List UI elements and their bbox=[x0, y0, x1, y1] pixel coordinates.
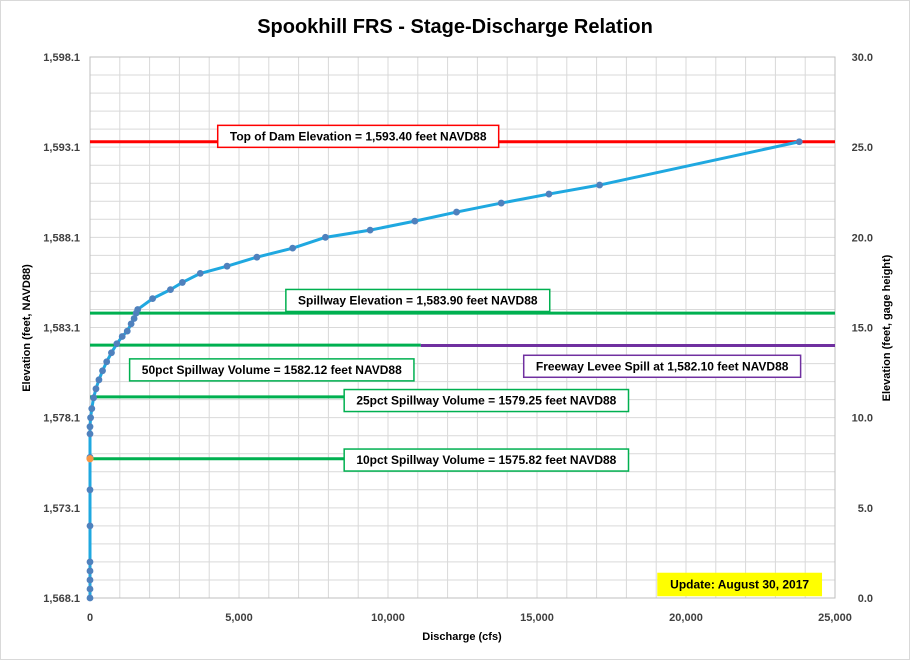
reference-label-text: Freeway Levee Spill at 1,582.10 feet NAV… bbox=[536, 359, 789, 373]
x-tick-label: 0 bbox=[87, 612, 93, 624]
data-point bbox=[127, 320, 135, 328]
x-tick-label: 5,000 bbox=[225, 612, 253, 624]
data-point bbox=[86, 585, 94, 593]
x-axis-label: Discharge (cfs) bbox=[422, 631, 502, 643]
data-point bbox=[118, 333, 126, 340]
data-point bbox=[95, 376, 103, 384]
y2-tick-label: 5.0 bbox=[858, 503, 873, 515]
x-tick-label: 10,000 bbox=[371, 612, 405, 624]
reference-label-text: Spillway Elevation = 1,583.90 feet NAVD8… bbox=[298, 293, 538, 307]
data-point bbox=[196, 270, 204, 277]
data-point bbox=[86, 594, 94, 602]
reference-label-box bbox=[343, 388, 630, 413]
data-point bbox=[86, 567, 94, 575]
reference-label-box bbox=[216, 124, 500, 149]
data-point bbox=[88, 405, 96, 413]
y2-tick-label: 20.0 bbox=[852, 232, 873, 244]
data-point bbox=[366, 226, 374, 234]
x-tick-label: 25,000 bbox=[818, 612, 852, 624]
data-point bbox=[322, 233, 329, 241]
reference-label-text: Top of Dam Elevation = 1,593.40 feet NAV… bbox=[230, 129, 487, 143]
y-tick-label: 1,598.1 bbox=[43, 52, 80, 64]
y-tick-label: 1,568.1 bbox=[43, 593, 80, 605]
data-point bbox=[123, 327, 131, 335]
data-point bbox=[795, 138, 803, 146]
data-point bbox=[167, 286, 174, 294]
x-tick-label: 20,000 bbox=[669, 612, 703, 624]
data-point bbox=[497, 199, 505, 207]
y2-tick-label: 25.0 bbox=[852, 142, 873, 154]
data-point bbox=[149, 295, 156, 303]
data-point bbox=[545, 190, 553, 198]
y-tick-label: 1,593.1 bbox=[43, 142, 80, 154]
chart-title: Spookhill FRS - Stage-Discharge Relation bbox=[257, 16, 653, 38]
data-point bbox=[289, 244, 297, 252]
y2-tick-label: 15.0 bbox=[852, 323, 873, 335]
data-point bbox=[108, 349, 115, 357]
update-note-box bbox=[657, 572, 823, 597]
plot-area-border bbox=[89, 56, 836, 599]
reference-label-text: 25pct Spillway Volume = 1579.25 feet NAV… bbox=[356, 394, 616, 408]
data-point bbox=[86, 576, 94, 584]
data-point bbox=[596, 181, 603, 189]
data-point bbox=[253, 253, 261, 261]
y-tick-label: 1,573.1 bbox=[43, 503, 80, 515]
data-point bbox=[178, 279, 186, 286]
update-note-text: Update: August 30, 2017 bbox=[670, 577, 809, 591]
y2-tick-label: 10.0 bbox=[852, 413, 873, 425]
y2-axis-label: Elevation (feet, gage height) bbox=[881, 254, 893, 401]
data-point bbox=[92, 385, 100, 393]
data-point bbox=[87, 414, 94, 422]
y-axis-label: Elevation (feet, NAVD88) bbox=[21, 264, 33, 392]
data-point bbox=[453, 208, 460, 216]
data-point bbox=[134, 306, 142, 313]
update-note: Update: August 30, 2017 bbox=[657, 572, 823, 597]
data-point bbox=[86, 522, 94, 530]
data-point bbox=[86, 486, 94, 494]
data-point bbox=[113, 340, 121, 348]
reference-label-box bbox=[522, 354, 802, 379]
data-point bbox=[86, 430, 94, 438]
y-tick-label: 1,588.1 bbox=[43, 232, 80, 244]
data-point bbox=[86, 558, 94, 566]
highlight-point bbox=[86, 455, 94, 463]
data-point bbox=[411, 217, 419, 225]
data-point bbox=[103, 358, 111, 366]
rating-curve-series bbox=[86, 138, 803, 602]
reference-label: Top of Dam Elevation = 1,593.40 feet NAV… bbox=[216, 124, 500, 149]
reference-label: Freeway Levee Spill at 1,582.10 feet NAV… bbox=[522, 354, 802, 379]
reference-label-text: 10pct Spillway Volume = 1575.82 feet NAV… bbox=[356, 453, 616, 467]
reference-label-box bbox=[128, 358, 415, 382]
y-tick-label: 1,578.1 bbox=[43, 413, 80, 425]
reference-label: 10pct Spillway Volume = 1575.82 feet NAV… bbox=[343, 448, 630, 472]
reference-label: 25pct Spillway Volume = 1579.25 feet NAV… bbox=[343, 388, 630, 413]
annotations: Top of Dam Elevation = 1,593.40 feet NAV… bbox=[128, 124, 823, 597]
x-tick-label: 15,000 bbox=[520, 612, 554, 624]
reference-label-box bbox=[285, 288, 551, 313]
y-tick-label: 1,583.1 bbox=[43, 323, 80, 335]
data-point bbox=[99, 367, 106, 375]
series-line bbox=[88, 140, 800, 598]
reference-label-text: 50pct Spillway Volume = 1582.12 feet NAV… bbox=[142, 363, 402, 377]
data-point bbox=[86, 423, 94, 431]
data-point bbox=[130, 315, 138, 322]
reference-label: 50pct Spillway Volume = 1582.12 feet NAV… bbox=[128, 358, 415, 382]
reference-label-box bbox=[343, 448, 630, 472]
axis-ticks: 0 5,000 10,000 15,000 20,000 25,000 1,568.1 1,5… bbox=[43, 52, 873, 624]
reference-label: Spillway Elevation = 1,583.90 feet NAVD8… bbox=[285, 288, 551, 313]
y2-tick-label: 30.0 bbox=[852, 52, 873, 64]
y2-tick-label: 0.0 bbox=[858, 593, 873, 605]
data-point bbox=[90, 394, 97, 402]
data-point bbox=[223, 262, 231, 270]
